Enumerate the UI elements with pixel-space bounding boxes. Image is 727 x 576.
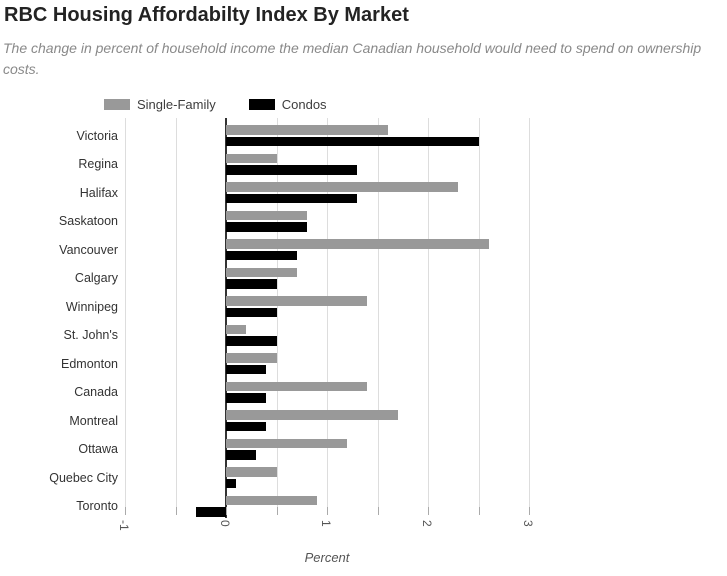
bar-single-family-halifax xyxy=(226,182,459,192)
category-label-toronto: Toronto xyxy=(76,499,118,513)
category-label-calgary: Calgary xyxy=(74,271,118,285)
gridline xyxy=(529,118,530,507)
bar-condos-canada xyxy=(226,393,267,403)
bar-single-family-victoria xyxy=(226,125,388,135)
category-label-saskatoon: Saskatoon xyxy=(58,214,118,228)
bar-condos-montreal xyxy=(226,421,267,431)
bar-single-family-edmonton xyxy=(226,353,277,363)
category-label-edmonton: Edmonton xyxy=(61,356,118,371)
x-tick-label: 1 xyxy=(319,520,333,527)
axis-tick xyxy=(377,507,379,515)
gridline xyxy=(175,118,177,507)
gridline xyxy=(428,118,429,507)
x-axis-title: Percent xyxy=(304,550,350,565)
bar-condos-ottawa xyxy=(226,450,257,460)
bar-condos-toronto xyxy=(195,507,226,517)
bar-single-family-ottawa xyxy=(226,438,348,448)
bar-condos-st-john-s xyxy=(226,336,277,346)
bar-condos-edmonton xyxy=(226,364,267,374)
legend: Single-Family Condos xyxy=(104,97,327,112)
x-tick-label: 3 xyxy=(521,520,535,527)
bar-condos-victoria xyxy=(226,136,479,146)
axis-tick xyxy=(529,507,530,515)
axis-tick xyxy=(175,507,177,515)
category-label-winnipeg: Winnipeg xyxy=(65,299,118,314)
category-label-montreal: Montreal xyxy=(69,413,118,428)
axis-tick xyxy=(125,507,126,515)
category-label-ottawa: Ottawa xyxy=(78,442,118,456)
x-tick-label: 0 xyxy=(218,520,232,527)
bar-single-family-saskatoon xyxy=(226,210,307,220)
axis-tick xyxy=(276,507,278,515)
gridline xyxy=(478,118,480,507)
bar-single-family-canada xyxy=(226,381,368,391)
bar-single-family-st-john-s xyxy=(226,324,247,334)
category-label-vancouver: Vancouver xyxy=(59,242,118,257)
condos-swatch xyxy=(248,99,275,110)
bar-condos-winnipeg xyxy=(226,307,277,317)
category-label-quebec-city: Quebec City xyxy=(49,470,118,485)
axis-tick xyxy=(226,507,227,515)
x-tick-label: 2 xyxy=(420,520,434,527)
category-label-canada: Canada xyxy=(74,385,118,399)
axis-tick xyxy=(428,507,429,515)
gridline xyxy=(327,118,328,507)
bar-single-family-quebec-city xyxy=(226,467,277,477)
legend-item-single-family: Single-Family xyxy=(104,97,216,112)
x-tick-label: -1 xyxy=(117,520,131,531)
chart-title: RBC Housing Affordabilty Index By Market xyxy=(4,4,409,26)
category-label-victoria: Victoria xyxy=(76,128,118,143)
zero-axis-line xyxy=(225,118,227,518)
gridline xyxy=(125,118,126,507)
bar-condos-regina xyxy=(226,165,358,175)
legend-label-single-family: Single-Family xyxy=(137,97,216,112)
legend-item-condos: Condos xyxy=(248,97,327,112)
bar-single-family-toronto xyxy=(226,495,317,505)
chart-subtitle: The change in percent of household incom… xyxy=(3,40,702,77)
bar-single-family-montreal xyxy=(226,410,398,420)
gridline xyxy=(377,118,379,507)
legend-label-condos: Condos xyxy=(281,97,327,112)
bar-condos-quebec-city xyxy=(226,478,237,488)
category-label-regina: Regina xyxy=(78,157,118,171)
bar-single-family-vancouver xyxy=(226,239,489,249)
axis-tick xyxy=(327,507,328,515)
gridline xyxy=(276,118,278,507)
bar-single-family-calgary xyxy=(226,267,297,277)
bar-condos-vancouver xyxy=(226,250,297,260)
bar-condos-calgary xyxy=(226,279,277,289)
bar-single-family-regina xyxy=(226,153,277,163)
bar-condos-halifax xyxy=(226,193,358,203)
category-label-st-john-s: St. John's xyxy=(63,328,119,342)
bar-condos-saskatoon xyxy=(226,222,307,232)
single-family-swatch xyxy=(104,99,130,110)
bar-single-family-winnipeg xyxy=(226,296,368,306)
category-label-halifax: Halifax xyxy=(79,185,118,200)
axis-tick xyxy=(478,507,480,515)
